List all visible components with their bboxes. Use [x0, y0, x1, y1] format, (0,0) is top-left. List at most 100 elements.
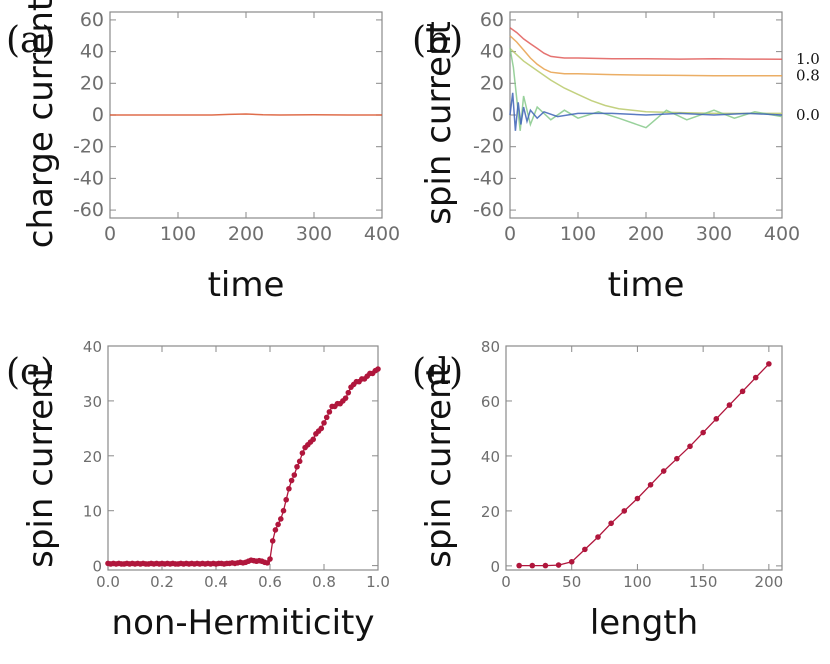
y-tick-label: 10 — [83, 503, 102, 521]
x-tick-label: 0 — [501, 573, 511, 591]
x-tick-label: 0.6 — [258, 573, 282, 591]
series-line — [110, 113, 382, 116]
y-tick-label: -60 — [473, 199, 504, 221]
y-tick-label: 20 — [481, 503, 500, 521]
y-tick-label: -20 — [73, 136, 104, 158]
plot-frame — [505, 345, 783, 571]
data-point — [286, 485, 292, 492]
y-axis-title: spin current — [21, 364, 61, 568]
data-point — [318, 425, 325, 432]
x-tick-label: 300 — [296, 223, 332, 245]
x-tick-label: 100 — [560, 223, 596, 245]
panel-c: 0.0 0.2 0.4 0.6 0.8 1.0 0 10 20 30 40 (c) non-Hermit… — [6, 338, 390, 643]
data-point — [621, 508, 628, 514]
series-line — [509, 47, 782, 115]
y-tick-label: 60 — [80, 9, 104, 31]
x-tick-label: 200 — [628, 223, 664, 245]
x-axis-title: time — [208, 265, 285, 305]
data-point — [310, 436, 317, 443]
x-tick-label: 400 — [764, 223, 800, 245]
data-point — [582, 546, 588, 553]
data-point — [323, 414, 330, 421]
x-tick-label: 0.2 — [150, 573, 174, 591]
x-axis-title: non-Hermiticity — [112, 603, 375, 643]
panel-label: (b) — [412, 20, 463, 61]
data-point — [345, 389, 352, 396]
x-tick-label: 50 — [562, 573, 581, 591]
x-axis-title: length — [590, 603, 698, 643]
panel-b: 0 100 200 300 4006040200-20-40-60(b)timespin… — [412, 9, 820, 305]
data-point — [291, 472, 298, 478]
x-tick-label: 0.8 — [312, 573, 336, 591]
data-point — [739, 388, 746, 395]
y-tick-label: 40 — [481, 448, 500, 466]
data-point — [326, 409, 333, 415]
x-tick-label: 300 — [696, 223, 732, 245]
data-point — [568, 558, 575, 565]
data-point — [294, 463, 300, 470]
y-tick-label: 60 — [481, 393, 500, 411]
data-point — [555, 562, 562, 568]
panel-label: (c) — [6, 352, 54, 393]
y-tick-label: 20 — [83, 448, 102, 466]
y-tick-label: -40 — [73, 167, 104, 189]
series-line — [509, 92, 783, 131]
y-axis-title: spin current — [419, 21, 459, 225]
data-point — [321, 420, 327, 426]
x-tick-label: 1.0 — [366, 573, 390, 591]
data-point — [713, 416, 720, 422]
series-line — [519, 363, 770, 567]
y-tick-label: 30 — [83, 393, 102, 411]
data-point — [674, 455, 680, 462]
panel-label: (a) — [6, 20, 56, 61]
data-point — [726, 402, 733, 408]
curve-label: 1.0 — [796, 50, 820, 68]
x-tick-label: 0.4 — [204, 573, 228, 591]
data-point — [278, 516, 284, 522]
x-tick-label: 0 — [104, 223, 116, 245]
data-point — [687, 443, 693, 450]
data-point — [288, 477, 295, 484]
x-tick-label: 150 — [689, 573, 718, 591]
data-point — [752, 374, 759, 381]
series-line — [509, 35, 782, 77]
y-axis-title: charge current — [21, 0, 61, 248]
y-tick-label: -40 — [473, 167, 504, 189]
data-point — [342, 395, 349, 401]
plot-frame — [107, 345, 379, 571]
data-point — [267, 556, 273, 562]
series-line — [107, 368, 379, 565]
panel-d: 0 50 100 150 200 0 20 40 60 80 (d) length spin curre… — [412, 338, 783, 643]
y-tick-label: 40 — [80, 41, 104, 63]
y-tick-label: 0 — [492, 104, 504, 126]
data-point — [595, 534, 601, 540]
y-tick-label: -60 — [73, 199, 104, 221]
data-point — [283, 496, 290, 503]
y-tick-label: 0 — [92, 104, 104, 126]
data-point — [766, 361, 772, 367]
data-point — [375, 366, 381, 372]
curve-label: 0.8 — [796, 67, 820, 85]
data-point — [634, 495, 641, 502]
curve-label: 0.0 — [796, 106, 820, 124]
x-tick-label: 0 — [504, 223, 516, 245]
data-point — [700, 429, 706, 436]
y-tick-label: -20 — [473, 136, 504, 158]
y-tick-label: 20 — [480, 72, 504, 94]
data-point — [299, 450, 306, 456]
x-axis-title: time — [608, 265, 685, 305]
y-axis-title: spin current — [419, 364, 459, 568]
x-tick-label: 0.0 — [96, 573, 120, 591]
panel-a: 0 100 200 300 4006040200-20-40-60(a)timechar… — [6, 0, 400, 305]
data-point — [542, 562, 549, 569]
data-point — [296, 458, 303, 465]
data-point — [272, 527, 279, 533]
y-tick-label: 40 — [83, 338, 102, 356]
y-tick-label: 80 — [481, 338, 500, 356]
panel-label: (d) — [412, 352, 463, 393]
data-point — [647, 481, 654, 488]
series-line — [509, 27, 783, 60]
data-point — [608, 520, 614, 527]
data-point — [280, 507, 287, 514]
